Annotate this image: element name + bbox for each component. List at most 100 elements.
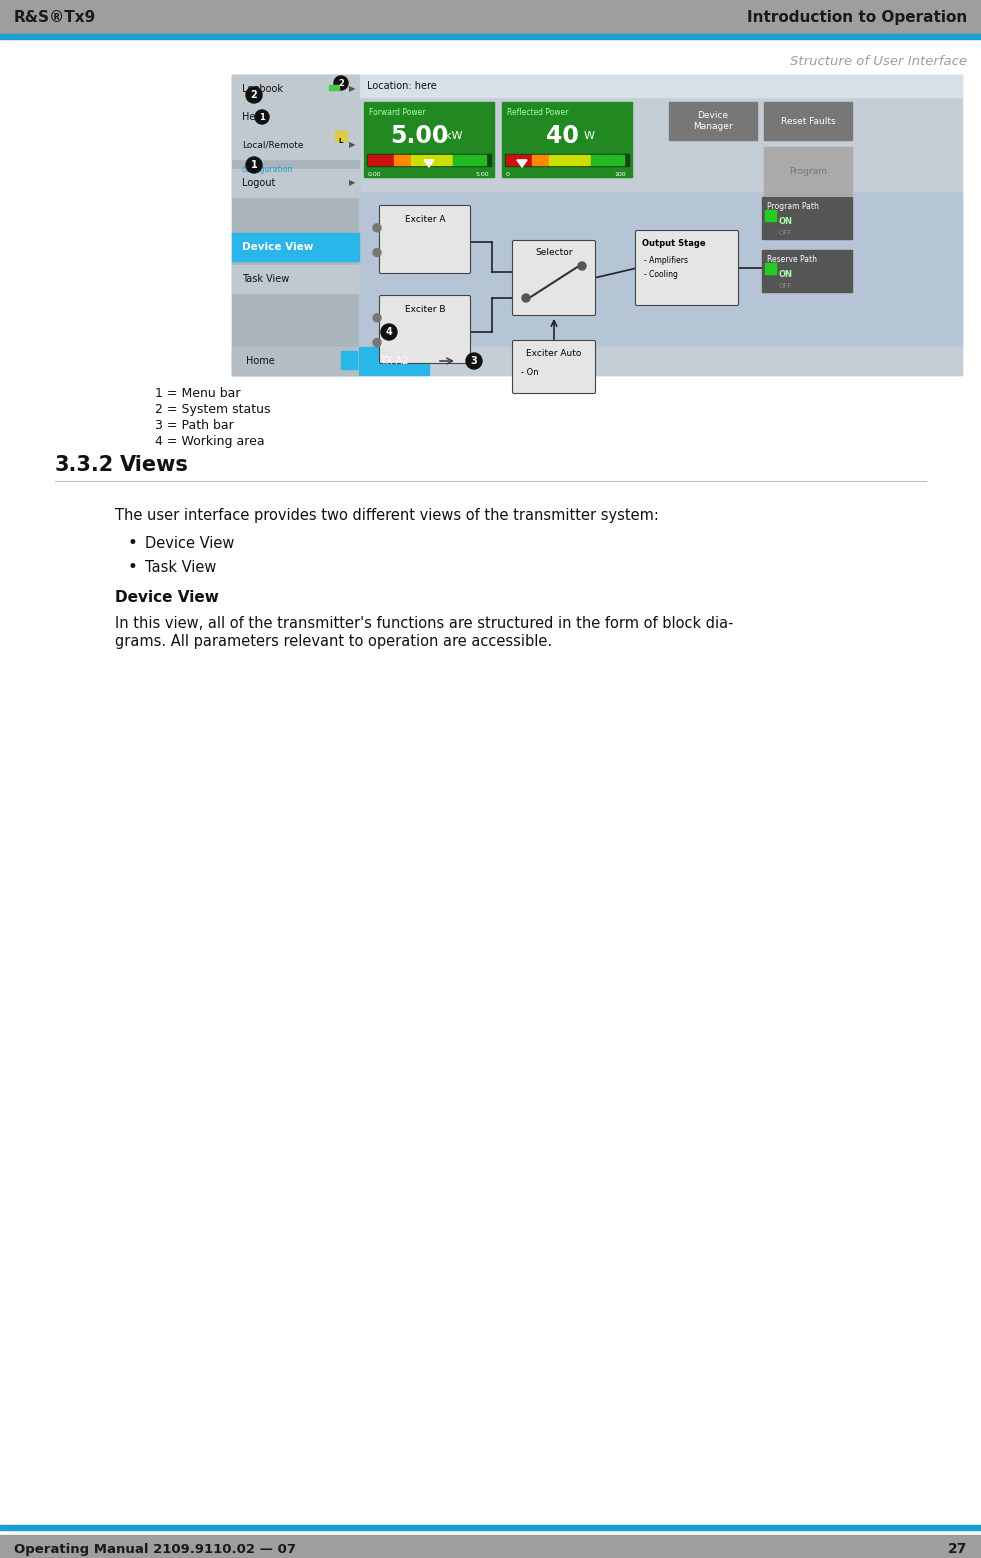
Bar <box>765 210 776 221</box>
Text: Exciter Auto: Exciter Auto <box>527 349 582 357</box>
Bar <box>232 75 359 375</box>
Bar <box>335 131 347 142</box>
Bar <box>232 131 359 159</box>
Bar <box>341 351 357 369</box>
Polygon shape <box>424 160 434 167</box>
Circle shape <box>466 354 482 369</box>
Bar <box>583 154 590 165</box>
Text: 40: 40 <box>545 125 579 148</box>
Text: Output Stage: Output Stage <box>642 238 705 248</box>
Bar <box>762 249 852 291</box>
Bar <box>393 154 401 165</box>
Bar <box>359 347 429 375</box>
Bar <box>0 1535 981 1558</box>
Bar <box>461 154 469 165</box>
Bar <box>591 154 598 165</box>
Text: Device View: Device View <box>145 536 234 550</box>
Bar <box>762 196 852 238</box>
Text: ▶: ▶ <box>349 179 355 187</box>
Bar <box>470 154 478 165</box>
Bar <box>453 154 460 165</box>
Circle shape <box>373 248 381 257</box>
Text: Views: Views <box>120 455 189 475</box>
FancyBboxPatch shape <box>380 206 471 274</box>
Text: Device View: Device View <box>115 589 219 605</box>
Text: 2: 2 <box>338 78 344 87</box>
Text: Exciter A: Exciter A <box>405 215 445 223</box>
Bar <box>574 154 582 165</box>
Text: ▶: ▶ <box>349 140 355 150</box>
Text: configuration: configuration <box>242 165 293 173</box>
Text: 0: 0 <box>506 171 510 176</box>
Text: - On: - On <box>521 368 539 377</box>
Bar <box>232 168 359 196</box>
Bar <box>764 101 852 140</box>
Bar <box>514 154 522 165</box>
Bar <box>557 154 564 165</box>
Bar <box>548 154 556 165</box>
Text: •: • <box>127 558 137 576</box>
Bar <box>359 75 962 97</box>
Circle shape <box>246 87 262 103</box>
Bar <box>419 154 427 165</box>
Text: 3 = Path bar: 3 = Path bar <box>155 419 233 432</box>
Circle shape <box>246 157 262 173</box>
Text: Logout: Logout <box>242 178 276 189</box>
Circle shape <box>578 262 586 270</box>
Text: 3: 3 <box>471 355 478 366</box>
FancyBboxPatch shape <box>636 231 739 305</box>
Text: Task View: Task View <box>145 559 217 575</box>
Text: kW: kW <box>445 131 463 142</box>
Text: ▶: ▶ <box>349 84 355 93</box>
Text: 2 = System status: 2 = System status <box>155 402 271 416</box>
Bar <box>0 0 981 34</box>
Text: Operating Manual 2109.9110.02 — 07: Operating Manual 2109.9110.02 — 07 <box>14 1542 296 1555</box>
Bar <box>385 154 392 165</box>
Text: 0.00: 0.00 <box>368 171 382 176</box>
Text: Device
Manager: Device Manager <box>694 111 733 131</box>
Bar <box>232 234 359 262</box>
Text: The user interface provides two different views of the transmitter system:: The user interface provides two differen… <box>115 508 659 522</box>
Bar <box>502 101 632 178</box>
FancyBboxPatch shape <box>380 296 471 363</box>
Bar <box>364 101 494 178</box>
Bar <box>368 154 376 165</box>
Text: Exciter B: Exciter B <box>405 304 445 313</box>
Bar <box>0 34 981 39</box>
Text: Reset Faults: Reset Faults <box>781 117 835 126</box>
Text: Reserve Path: Reserve Path <box>767 254 817 263</box>
Bar <box>764 146 852 195</box>
Bar <box>669 101 757 140</box>
Bar <box>402 154 409 165</box>
Text: R&S®Tx9: R&S®Tx9 <box>14 9 96 25</box>
Text: Local/Remote: Local/Remote <box>242 140 303 150</box>
Bar <box>616 154 624 165</box>
Bar <box>436 154 443 165</box>
Text: Selector: Selector <box>536 248 573 257</box>
Bar <box>505 154 629 167</box>
FancyBboxPatch shape <box>512 240 595 316</box>
Text: Task View: Task View <box>242 274 289 284</box>
Text: Program: Program <box>789 167 827 176</box>
Text: Help: Help <box>242 112 264 122</box>
Circle shape <box>255 111 269 125</box>
Bar <box>329 86 339 90</box>
Text: Logbook: Logbook <box>242 84 283 93</box>
Text: In this view, all of the transmitter's functions are structured in the form of b: In this view, all of the transmitter's f… <box>115 615 734 631</box>
Bar <box>232 103 359 131</box>
Text: 4 = Working area: 4 = Working area <box>155 435 265 447</box>
Bar <box>565 154 573 165</box>
Text: L: L <box>338 139 343 143</box>
Bar <box>765 263 776 274</box>
Bar <box>532 154 539 165</box>
Bar <box>540 154 547 165</box>
Bar <box>232 75 359 103</box>
Circle shape <box>522 294 530 302</box>
Polygon shape <box>517 160 527 167</box>
Text: Location: here: Location: here <box>367 81 437 90</box>
Bar <box>410 154 418 165</box>
Text: TX A2: TX A2 <box>380 355 408 366</box>
Text: 1: 1 <box>259 112 265 122</box>
Text: 5.00: 5.00 <box>389 125 448 148</box>
Circle shape <box>373 224 381 232</box>
